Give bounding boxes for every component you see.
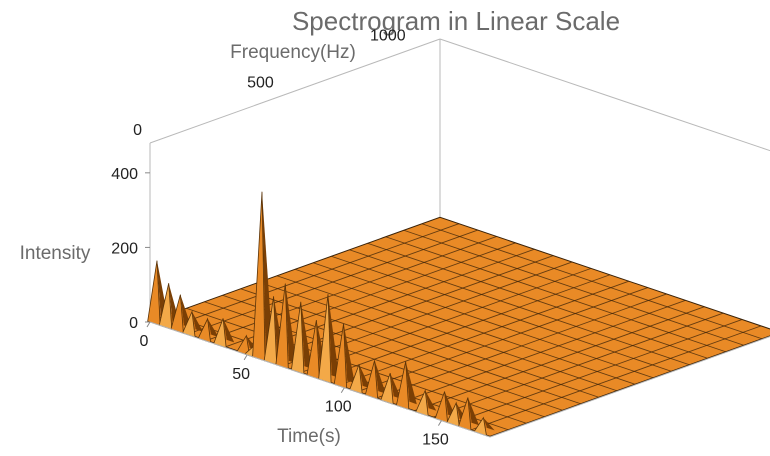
- surface-grid-line: [276, 275, 618, 392]
- peak-back-face: [390, 373, 402, 399]
- x-tick-label: 100: [325, 399, 352, 416]
- x-tick-mark: [243, 354, 248, 361]
- x-tick-mark: [146, 321, 151, 328]
- surface-grid-line: [403, 229, 744, 346]
- surface-grid-line: [349, 249, 690, 366]
- box-edge: [489, 336, 770, 438]
- z-tick-label: 0: [129, 315, 138, 332]
- peak-back-face: [207, 318, 219, 338]
- box-edge: [439, 38, 770, 152]
- box-edge: [149, 321, 491, 438]
- surface-grid-line: [421, 223, 763, 340]
- peak-back-face: [180, 294, 192, 328]
- peak-back-face: [262, 191, 274, 356]
- surface-grid-line: [294, 268, 636, 385]
- y-axis-label: Frequency(Hz): [230, 42, 356, 63]
- x-axis-label: Time(s): [277, 426, 341, 447]
- plot-box-front: [149, 321, 770, 438]
- x-axis-ticks: 0 50 100 150: [140, 321, 449, 449]
- peak-back-face: [300, 301, 312, 369]
- peak-back-face: [192, 311, 204, 332]
- surface-grid-line: [222, 294, 563, 411]
- peak-back-face: [328, 294, 340, 378]
- x-tick-mark: [340, 387, 345, 393]
- z-axis-ticks: 0 200 400: [111, 166, 150, 332]
- surface-grid-line: [312, 262, 654, 379]
- peak-back-face: [246, 335, 258, 351]
- peak-back-face: [425, 390, 437, 411]
- z-tick-label: 200: [111, 240, 138, 257]
- y-axis-ticks: 0 500 1000: [133, 27, 406, 139]
- x-tick-label: 150: [422, 432, 449, 449]
- chart-title: Spectrogram in Linear Scale: [292, 6, 620, 36]
- x-tick-label: 50: [232, 366, 250, 383]
- surface-grid-line: [240, 288, 581, 405]
- surface-grid-line: [385, 236, 726, 353]
- z-axis-label: Intensity: [20, 243, 91, 264]
- surface-peaks: [147, 191, 495, 437]
- z-tick-label: 400: [111, 166, 138, 183]
- peak-back-face: [223, 318, 235, 343]
- peak-back-face: [359, 364, 371, 389]
- peak-back-face: [316, 320, 328, 374]
- peak-back-face: [483, 417, 495, 431]
- surface-grid-line: [258, 281, 599, 398]
- peak-back-face: [273, 296, 285, 360]
- peak-back-face: [405, 361, 417, 405]
- box-edge: [149, 38, 441, 144]
- y-tick-label: 0: [133, 122, 142, 139]
- y-tick-label: 1000: [370, 27, 406, 44]
- surface-floor: [148, 216, 770, 437]
- peak-back-face: [456, 402, 468, 422]
- surface: [148, 216, 770, 437]
- peak-back-face: [467, 397, 479, 426]
- peak-back-face: [444, 391, 456, 418]
- peak-back-face: [285, 283, 297, 364]
- peak-back-face: [343, 323, 355, 384]
- x-tick-mark: [437, 420, 442, 426]
- x-tick-label: 0: [140, 333, 149, 350]
- surface-grid-line: [331, 255, 672, 372]
- peak-back-face: [374, 360, 386, 394]
- y-tick-label: 500: [247, 75, 274, 92]
- surface-grid-line: [367, 242, 708, 359]
